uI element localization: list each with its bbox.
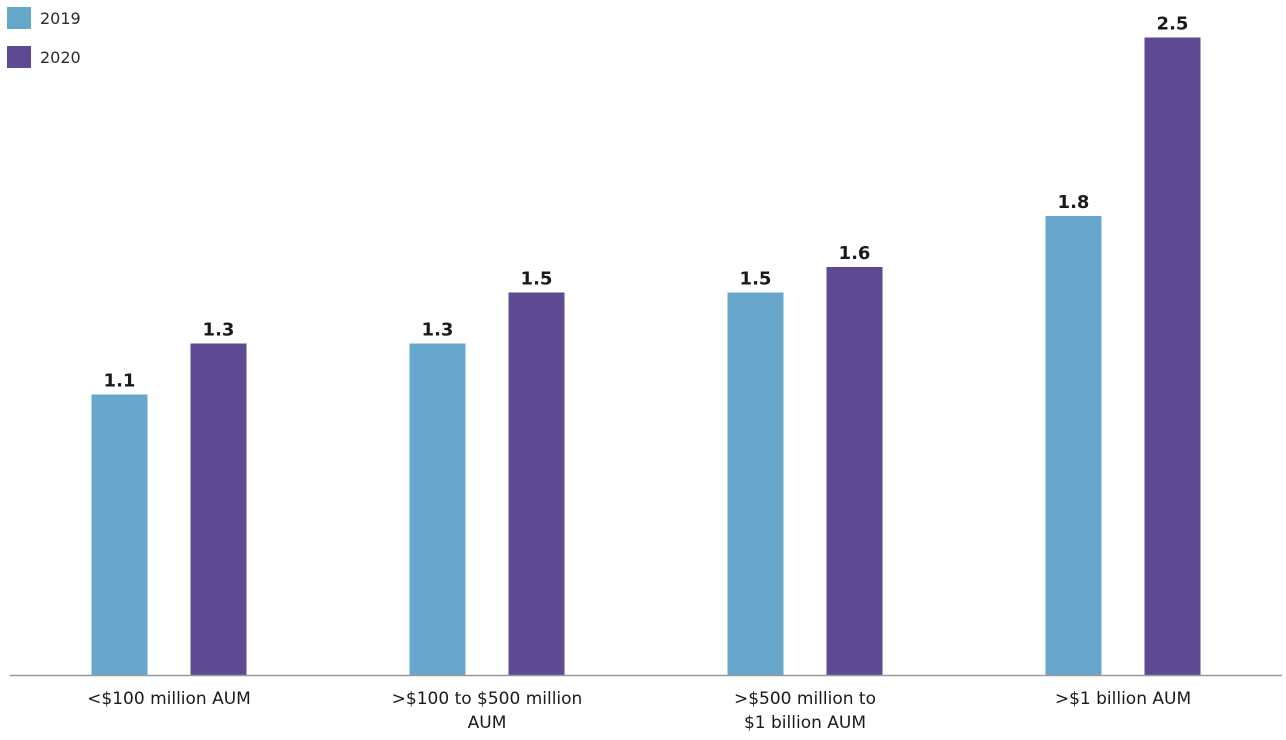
- x-tick-label-line: AUM: [468, 713, 507, 733]
- chart-data-labels: 1.1 1.3 1.3 1.5 1.5 1.6 1.8 2.5: [104, 14, 1189, 392]
- bar-2019-0: [91, 394, 148, 675]
- data-label-2019-1: 1.3: [422, 320, 454, 341]
- data-label-2020-1: 1.5: [521, 269, 553, 290]
- x-axis-tick-labels: <$100 million AUM >$100 to $500 million AU…: [87, 689, 1191, 733]
- x-tick-label-0: <$100 million AUM: [87, 689, 251, 709]
- chart-bars: [91, 37, 1201, 675]
- x-tick-label-2: >$500 million to $1 billion AUM: [734, 689, 876, 733]
- x-tick-label-3: >$1 billion AUM: [1055, 689, 1191, 709]
- data-label-2019-2: 1.5: [740, 269, 772, 290]
- bar-2020-1: [508, 292, 565, 675]
- legend-label-2019: 2019: [40, 9, 81, 28]
- bar-2020-0: [190, 343, 247, 675]
- data-label-2020-0: 1.3: [203, 320, 235, 341]
- chart-legend: 2019 2020: [7, 7, 81, 68]
- data-label-2019-0: 1.1: [104, 371, 136, 392]
- legend-swatch-2020: [7, 46, 31, 68]
- x-tick-label-line: >$100 to $500 million: [392, 689, 583, 709]
- x-tick-label-1: >$100 to $500 million AUM: [392, 689, 583, 733]
- bar-2019-2: [727, 292, 784, 675]
- bar-2019-1: [409, 343, 466, 675]
- bar-2020-3: [1144, 37, 1201, 675]
- data-label-2020-2: 1.6: [839, 243, 871, 264]
- x-tick-label-line: <$100 million AUM: [87, 689, 251, 709]
- data-label-2020-3: 2.5: [1157, 14, 1189, 35]
- x-tick-label-line: >$500 million to: [734, 689, 876, 709]
- data-label-2019-3: 1.8: [1058, 192, 1090, 213]
- bar-2019-3: [1045, 216, 1102, 675]
- legend-label-2020: 2020: [40, 48, 81, 67]
- legend-swatch-2019: [7, 7, 31, 29]
- x-tick-label-line: $1 billion AUM: [744, 713, 866, 733]
- x-tick-label-line: >$1 billion AUM: [1055, 689, 1191, 709]
- bar-2020-2: [826, 267, 883, 675]
